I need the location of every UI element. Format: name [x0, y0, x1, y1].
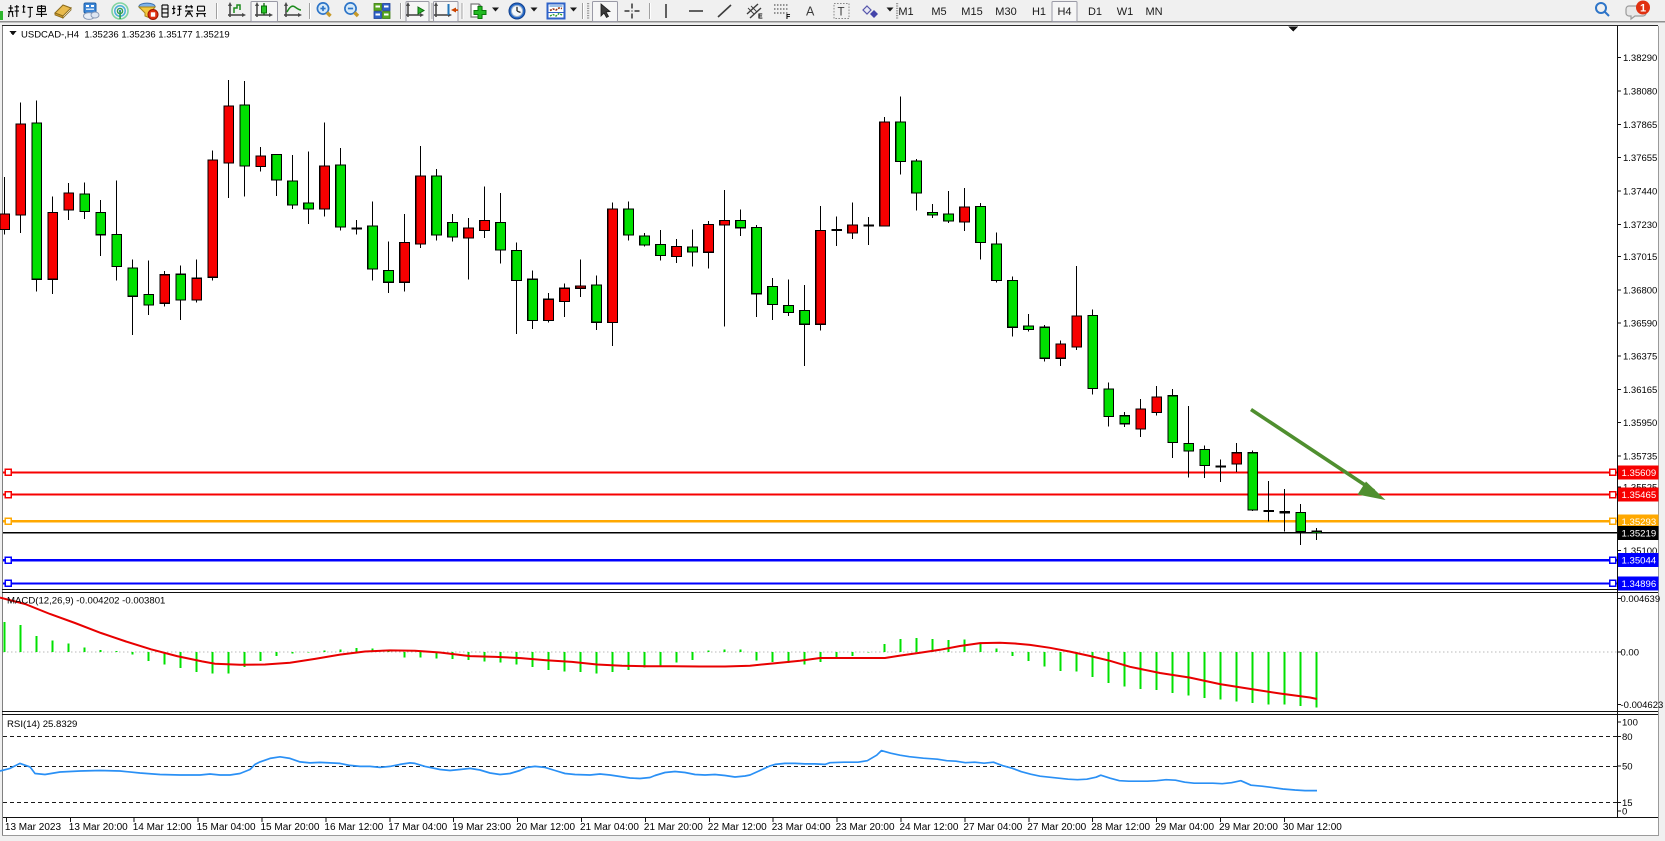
- svg-text:15 Mar 04:00: 15 Mar 04:00: [197, 822, 256, 833]
- svg-text:1.38290: 1.38290: [1623, 53, 1657, 64]
- svg-text:1.35219: 1.35219: [1622, 529, 1657, 540]
- svg-text:1.37015: 1.37015: [1623, 252, 1657, 263]
- svg-text:E: E: [758, 14, 763, 21]
- svg-text:22 Mar 12:00: 22 Mar 12:00: [708, 822, 767, 833]
- svg-text:1.35044: 1.35044: [1622, 556, 1657, 567]
- svg-text:W1: W1: [1117, 6, 1134, 18]
- svg-text:19 Mar 23:00: 19 Mar 23:00: [452, 822, 511, 833]
- svg-text:MACD(12,26,9) -0.004202 -0.003: MACD(12,26,9) -0.004202 -0.003801: [7, 596, 165, 607]
- svg-text:T: T: [838, 7, 845, 19]
- svg-text:M15: M15: [961, 6, 982, 18]
- svg-text:1.37655: 1.37655: [1623, 153, 1657, 164]
- svg-text:M1: M1: [898, 6, 913, 18]
- svg-text:1.34896: 1.34896: [1622, 579, 1657, 590]
- svg-text:21 Mar 20:00: 21 Mar 20:00: [644, 822, 703, 833]
- svg-text:1.38080: 1.38080: [1623, 87, 1657, 98]
- svg-text:0.00: 0.00: [1621, 648, 1640, 659]
- svg-text:1.37440: 1.37440: [1623, 187, 1657, 198]
- svg-text:16 Mar 12:00: 16 Mar 12:00: [324, 822, 383, 833]
- svg-text:H1: H1: [1032, 6, 1046, 18]
- svg-text:1.35609: 1.35609: [1622, 468, 1657, 479]
- svg-text:100: 100: [1622, 718, 1638, 729]
- svg-text:15 Mar 20:00: 15 Mar 20:00: [261, 822, 320, 833]
- svg-text:F: F: [786, 14, 791, 21]
- svg-text:80: 80: [1622, 732, 1633, 743]
- svg-text:50: 50: [1622, 762, 1633, 773]
- svg-text:1.36800: 1.36800: [1623, 285, 1657, 296]
- svg-text:28 Mar 12:00: 28 Mar 12:00: [1091, 822, 1150, 833]
- svg-text:29 Mar 04:00: 29 Mar 04:00: [1155, 822, 1214, 833]
- svg-text:-0.004623: -0.004623: [1621, 700, 1664, 711]
- svg-text:23 Mar 20:00: 23 Mar 20:00: [836, 822, 895, 833]
- svg-text:23 Mar 04:00: 23 Mar 04:00: [772, 822, 831, 833]
- svg-text:A: A: [806, 5, 815, 19]
- svg-text:14 Mar 12:00: 14 Mar 12:00: [133, 822, 192, 833]
- svg-text:1.36590: 1.36590: [1623, 319, 1657, 330]
- svg-text:27 Mar 04:00: 27 Mar 04:00: [963, 822, 1022, 833]
- svg-text:1.35100: 1.35100: [1623, 546, 1657, 557]
- svg-text:20 Mar 12:00: 20 Mar 12:00: [516, 822, 575, 833]
- svg-text:RSI(14) 25.8329: RSI(14) 25.8329: [7, 719, 77, 730]
- svg-text:1.37865: 1.37865: [1623, 120, 1657, 131]
- svg-text:0: 0: [1622, 807, 1627, 818]
- svg-text:29 Mar 20:00: 29 Mar 20:00: [1219, 822, 1278, 833]
- svg-text:13 Mar 20:00: 13 Mar 20:00: [69, 822, 128, 833]
- svg-text:1.36375: 1.36375: [1623, 352, 1657, 363]
- svg-text:H4: H4: [1057, 6, 1071, 18]
- svg-text:30 Mar 12:00: 30 Mar 12:00: [1283, 822, 1342, 833]
- svg-text:27 Mar 20:00: 27 Mar 20:00: [1027, 822, 1086, 833]
- svg-text:15: 15: [1622, 798, 1633, 809]
- svg-text:0.004639: 0.004639: [1621, 594, 1661, 605]
- svg-text:24 Mar 12:00: 24 Mar 12:00: [900, 822, 959, 833]
- svg-text:1.35465: 1.35465: [1622, 490, 1657, 501]
- svg-text:USDCAD-,H4 1.35236 1.35236 1.: USDCAD-,H4 1.35236 1.35236 1.35177 1.352…: [21, 30, 230, 41]
- svg-text:1: 1: [1640, 3, 1646, 15]
- svg-text:D1: D1: [1088, 6, 1102, 18]
- svg-text:M5: M5: [931, 6, 946, 18]
- svg-text:17 Mar 04:00: 17 Mar 04:00: [388, 822, 447, 833]
- svg-text:13 Mar 2023: 13 Mar 2023: [5, 822, 62, 833]
- svg-text:1.35950: 1.35950: [1623, 418, 1657, 429]
- svg-text:1.37230: 1.37230: [1623, 220, 1657, 231]
- svg-text:1.35293: 1.35293: [1622, 517, 1657, 528]
- svg-text:1.36165: 1.36165: [1623, 385, 1657, 396]
- svg-text:21 Mar 04:00: 21 Mar 04:00: [580, 822, 639, 833]
- svg-text:M30: M30: [995, 6, 1016, 18]
- svg-text:1.35735: 1.35735: [1623, 452, 1657, 463]
- svg-text:MN: MN: [1145, 6, 1162, 18]
